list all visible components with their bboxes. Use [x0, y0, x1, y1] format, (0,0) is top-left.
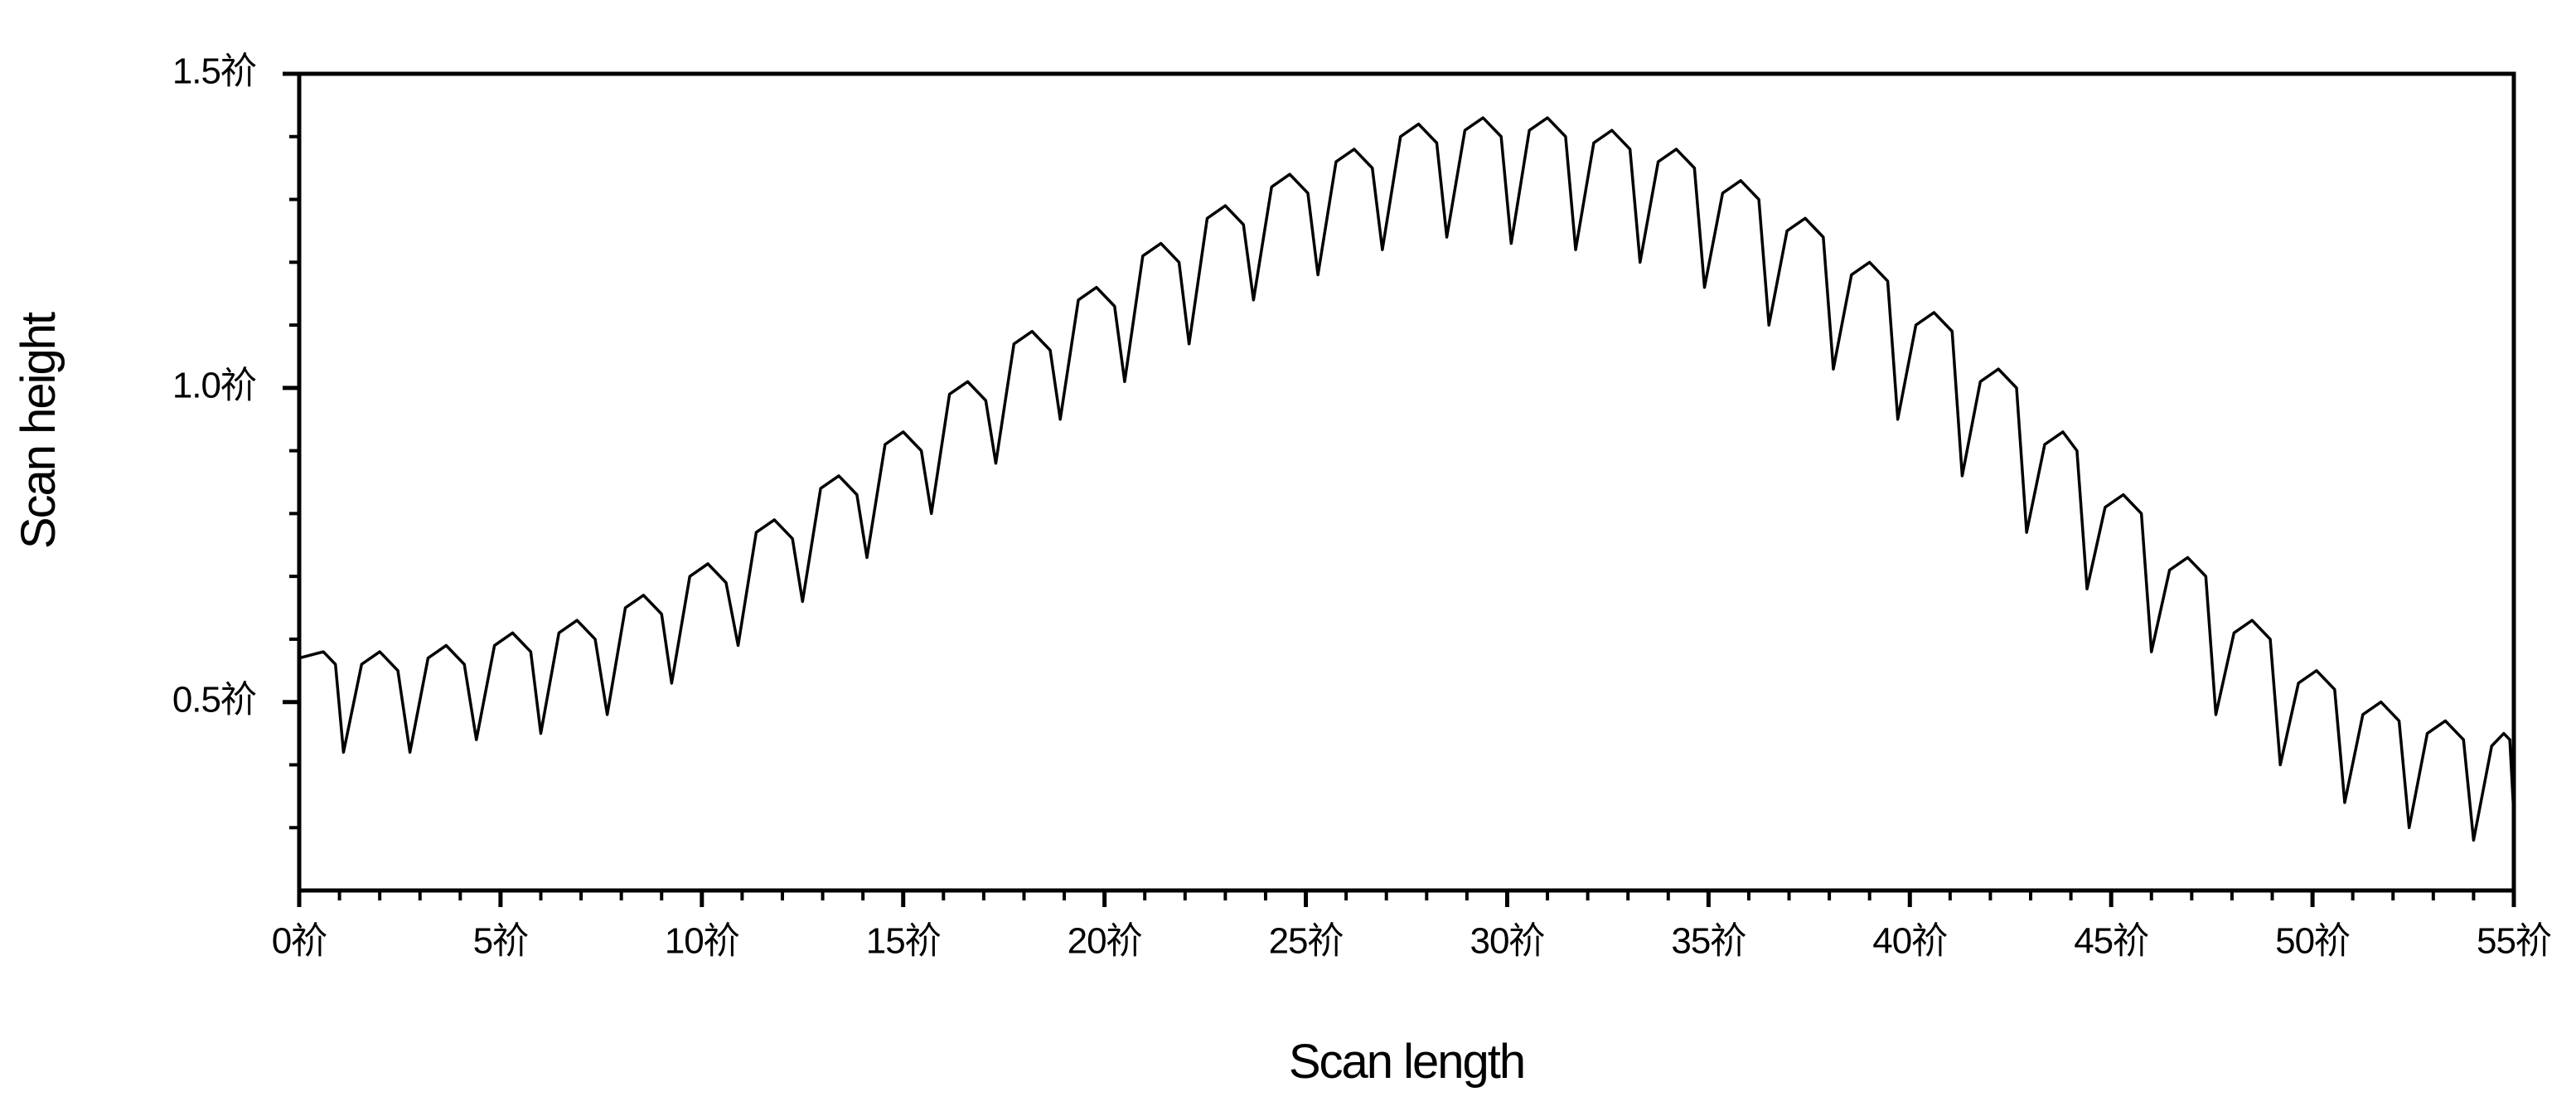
x-tick-label: 5祄	[473, 921, 528, 962]
x-tick-label: 0祄	[272, 921, 327, 962]
x-tick-label: 25祄	[1269, 921, 1344, 962]
x-tick-label: 15祄	[866, 921, 941, 962]
x-tick-label: 50祄	[2275, 921, 2350, 962]
x-tick-label: 40祄	[1872, 921, 1947, 962]
x-tick-label: 10祄	[665, 921, 739, 962]
x-tick-label: 55祄	[2477, 921, 2551, 962]
x-tick-label: 30祄	[1470, 921, 1544, 962]
y-tick-label: 1.5祄	[172, 51, 256, 92]
y-axis-title: Scan height	[12, 312, 65, 549]
plot-frame	[297, 71, 2516, 893]
x-tick-label: 45祄	[2074, 921, 2148, 962]
x-tick-label: 35祄	[1671, 921, 1746, 962]
y-tick-label: 1.0祄	[172, 365, 256, 405]
x-axis-title: Scan length	[1289, 1035, 1524, 1089]
data-line	[298, 116, 2515, 842]
x-tick-label: 20祄	[1068, 921, 1142, 962]
y-tick-label: 0.5祄	[172, 679, 256, 720]
